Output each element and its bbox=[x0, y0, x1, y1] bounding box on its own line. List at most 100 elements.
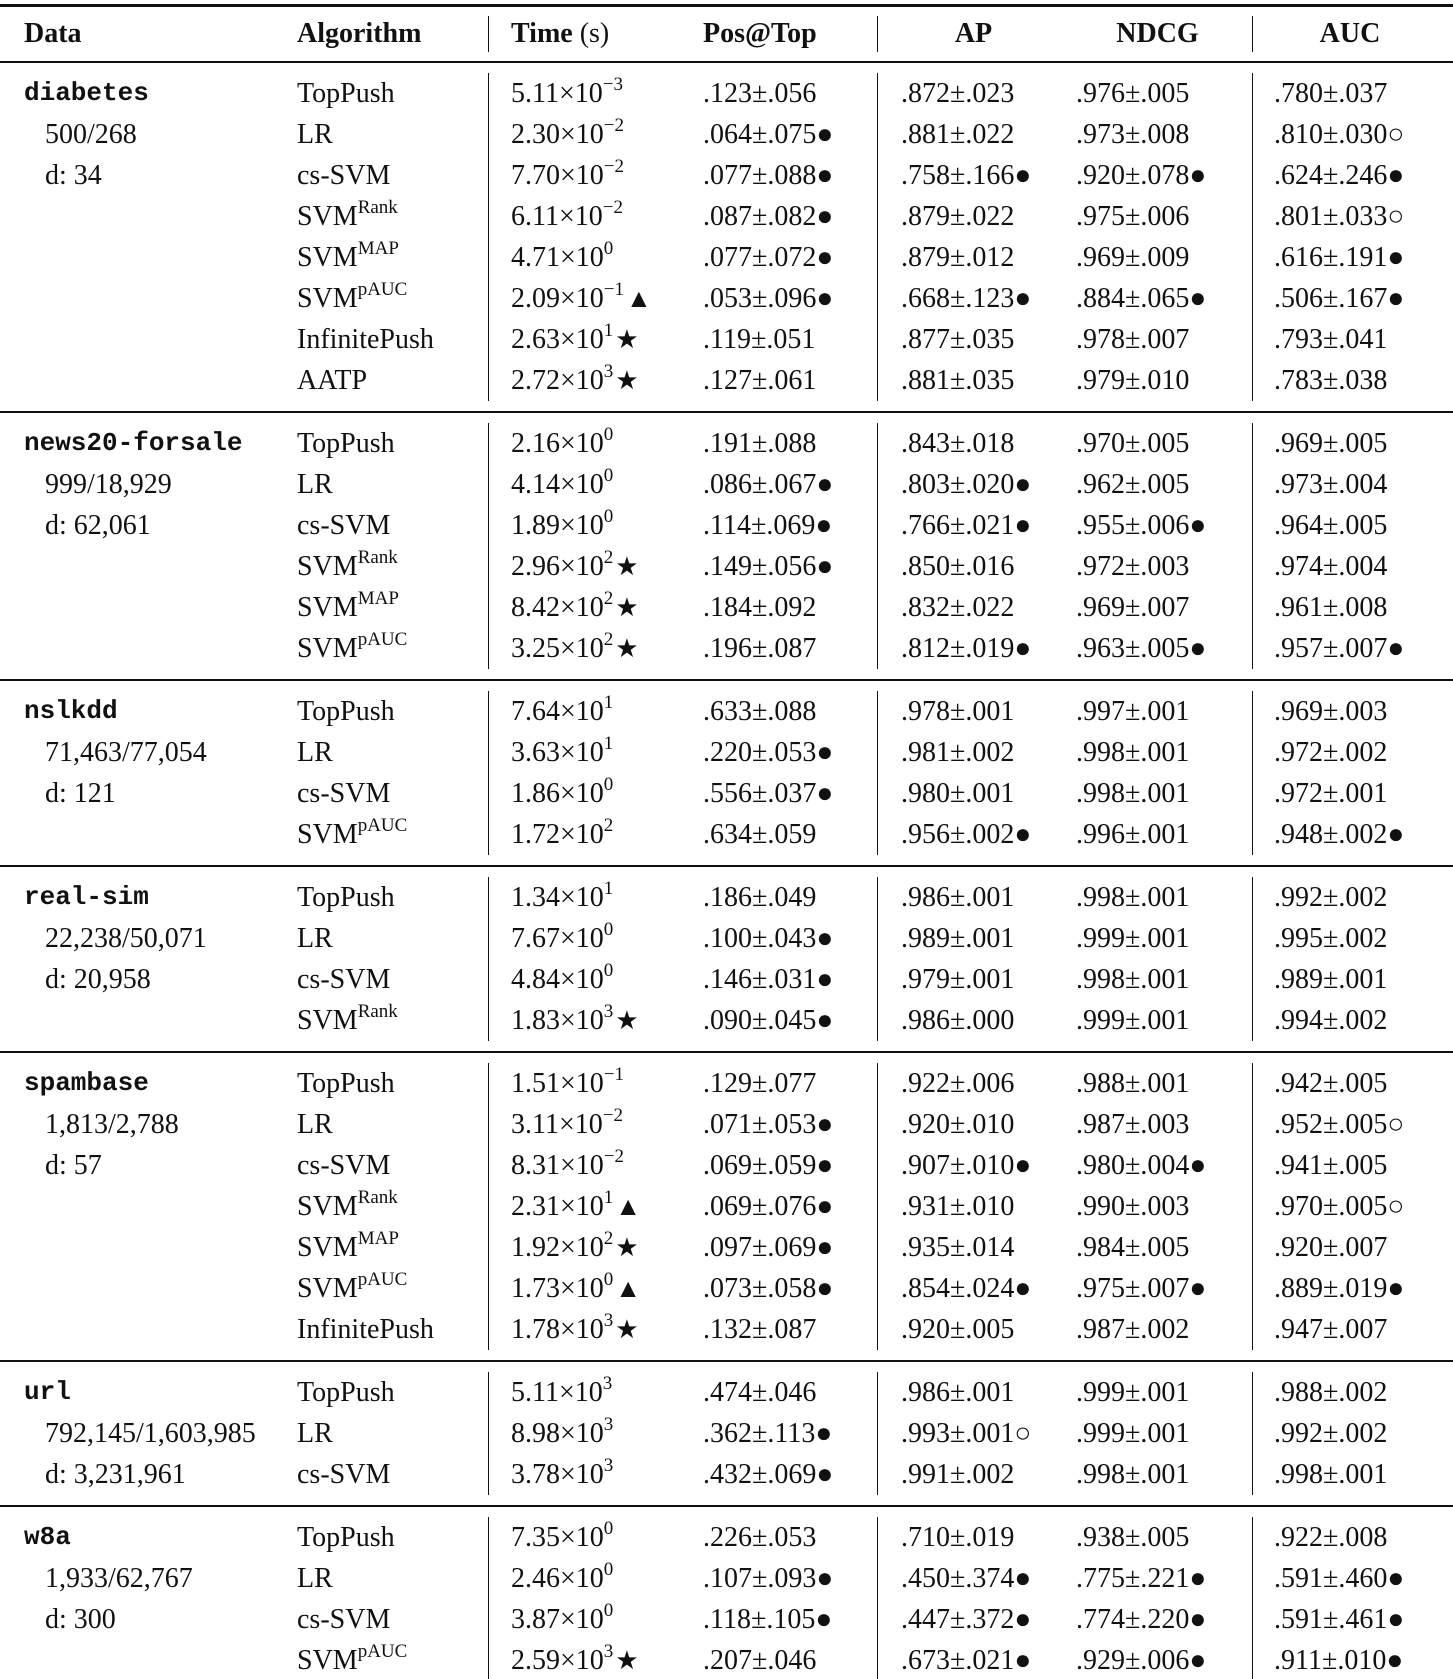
time-mantissa: 3.11×10 bbox=[511, 1109, 603, 1140]
auc-value: .889±.019● bbox=[1252, 1268, 1453, 1309]
algorithm-cell: cs-SVM bbox=[297, 1145, 488, 1186]
time-cell: 3.78×103 bbox=[488, 1454, 703, 1495]
time-mantissa: 3.25×10 bbox=[511, 633, 604, 664]
time-mantissa: 1.89×10 bbox=[511, 510, 604, 541]
empty-cell bbox=[24, 1000, 297, 1041]
table-row: spambase TopPush 1.51×10−1.129±.077.922±.0… bbox=[0, 1063, 1453, 1104]
time-mantissa: 2.09×10 bbox=[511, 283, 604, 314]
ndcg-value: .962±.005 bbox=[1076, 469, 1190, 500]
algorithm-name: cs-SVM bbox=[297, 1459, 391, 1490]
pos-at-top-value: .184±.092 bbox=[703, 592, 817, 623]
ndcg-value: .978±.007 bbox=[1076, 324, 1190, 355]
table-row: SVMpAUC 1.73×100▲ .073±.058● .854±.024● .975… bbox=[0, 1268, 1453, 1309]
time-cell: 1.83×103★ bbox=[488, 1000, 703, 1041]
time-mantissa: 6.11×10 bbox=[511, 201, 603, 232]
table-row: SVMMAP 4.71×100.077±.072● .879±.012.969±.0… bbox=[0, 237, 1453, 278]
dataset-counts: 999/18,929 bbox=[45, 469, 172, 500]
algorithm-name: SVM bbox=[297, 1191, 358, 1222]
auc-value: .948±.002● bbox=[1252, 814, 1453, 855]
time-exponent: −2 bbox=[602, 197, 623, 218]
algorithm-cell: TopPush bbox=[297, 691, 488, 732]
header-ap: AP bbox=[877, 16, 1063, 52]
time-exponent: −2 bbox=[602, 1105, 623, 1126]
time-mantissa: 2.31×10 bbox=[511, 1191, 604, 1222]
ndcg-value: .969±.007 bbox=[1076, 592, 1190, 623]
algorithm-cell: InfinitePush bbox=[297, 1309, 488, 1350]
time-exponent: 2 bbox=[603, 629, 614, 650]
auc-value: .616±.191● bbox=[1252, 237, 1453, 278]
auc-value: .994±.002 bbox=[1252, 1000, 1453, 1041]
time-cell: 1.72×102 bbox=[488, 814, 703, 855]
algorithm-name: cs-SVM bbox=[297, 160, 391, 191]
algorithm-cell: SVMRank bbox=[297, 1000, 488, 1041]
ap-value: .832±.022 bbox=[877, 587, 1063, 628]
algorithm-name: LR bbox=[297, 1563, 333, 1594]
time-mantissa: 1.92×10 bbox=[511, 1232, 604, 1263]
time-cell: 7.64×101 bbox=[488, 691, 703, 732]
pos-at-top-value: .107±.093● bbox=[703, 1563, 834, 1594]
table-row: 500/268 LR 2.30×10−2.064±.075● .881±.022.97… bbox=[0, 114, 1453, 155]
auc-value: .591±.460● bbox=[1252, 1558, 1453, 1599]
algorithm-name: SVM bbox=[297, 592, 358, 623]
auc-value: .969±.003 bbox=[1252, 691, 1453, 732]
header-rule bbox=[0, 61, 1453, 63]
auc-value: .969±.005 bbox=[1252, 423, 1453, 464]
ap-value: .986±.000 bbox=[877, 1000, 1063, 1041]
dataset-name: spambase bbox=[24, 1068, 149, 1098]
algorithm-cell: SVMpAUC bbox=[297, 278, 488, 319]
star-icon: ★ bbox=[615, 366, 639, 395]
dataset-name: nslkdd bbox=[24, 696, 118, 726]
auc-value: .992±.002 bbox=[1252, 877, 1453, 918]
pos-at-top-value: .114±.069● bbox=[703, 510, 833, 541]
algorithm-cell: TopPush bbox=[297, 423, 488, 464]
time-cell: 2.59×103★ bbox=[488, 1640, 703, 1679]
time-cell: 3.87×100 bbox=[488, 1599, 703, 1640]
time-exponent: 0 bbox=[603, 960, 614, 981]
time-mantissa: 5.11×10 bbox=[511, 78, 603, 109]
time-cell: 1.92×102★ bbox=[488, 1227, 703, 1268]
auc-value: .801±.033○ bbox=[1252, 196, 1453, 237]
empty-cell bbox=[24, 360, 297, 401]
ndcg-value: .938±.005 bbox=[1076, 1522, 1190, 1553]
empty-cell bbox=[24, 237, 297, 278]
algorithm-variant: pAUC bbox=[357, 815, 408, 836]
ap-value: .447±.372● bbox=[877, 1599, 1063, 1640]
algorithm-name: cs-SVM bbox=[297, 1150, 391, 1181]
auc-value: .973±.004 bbox=[1252, 464, 1453, 505]
time-exponent: −2 bbox=[603, 1146, 625, 1167]
ap-value: .812±.019● bbox=[877, 628, 1063, 669]
table-row: 22,238/50,071 LR 7.67×100.100±.043● .989±.0… bbox=[0, 918, 1453, 959]
time-exponent: 0 bbox=[603, 506, 614, 527]
algorithm-name: cs-SVM bbox=[297, 778, 391, 809]
ap-value: .922±.006 bbox=[877, 1063, 1063, 1104]
dataset-name: news20-forsale bbox=[24, 428, 243, 458]
algorithm-name: TopPush bbox=[297, 1377, 395, 1408]
auc-value: .964±.005 bbox=[1252, 505, 1453, 546]
algorithm-cell: cs-SVM bbox=[297, 1599, 488, 1640]
header-ndcg: NDCG bbox=[1116, 18, 1199, 49]
star-icon: ★ bbox=[615, 634, 639, 663]
pos-at-top-value: .073±.058● bbox=[703, 1273, 834, 1304]
algorithm-name: LR bbox=[297, 737, 333, 768]
time-mantissa: 1.83×10 bbox=[511, 1005, 604, 1036]
ap-value: .920±.010 bbox=[877, 1104, 1063, 1145]
dataset-counts: 1,813/2,788 bbox=[45, 1109, 179, 1140]
algorithm-cell: TopPush bbox=[297, 1372, 488, 1413]
time-mantissa: 3.78×10 bbox=[511, 1459, 604, 1490]
auc-value: .920±.007 bbox=[1252, 1227, 1453, 1268]
ndcg-value: .929±.006● bbox=[1076, 1645, 1207, 1676]
time-exponent: 1 bbox=[603, 692, 614, 713]
algorithm-name: SVM bbox=[297, 1232, 358, 1263]
auc-value: .992±.002 bbox=[1252, 1413, 1453, 1454]
auc-value: .624±.246● bbox=[1252, 155, 1453, 196]
pos-at-top-value: .069±.059● bbox=[703, 1150, 834, 1181]
time-cell: 2.16×100 bbox=[488, 423, 703, 464]
ap-value: .843±.018 bbox=[877, 423, 1063, 464]
table-row: SVMpAUC 1.72×102.634±.059.956±.002● .996±.… bbox=[0, 814, 1453, 855]
time-exponent: −2 bbox=[603, 115, 625, 136]
star-icon: ★ bbox=[615, 1646, 639, 1675]
time-exponent: 2 bbox=[603, 815, 614, 836]
ap-value: .879±.022 bbox=[877, 196, 1063, 237]
time-mantissa: 8.42×10 bbox=[511, 592, 604, 623]
ap-value: .986±.001 bbox=[877, 1372, 1063, 1413]
